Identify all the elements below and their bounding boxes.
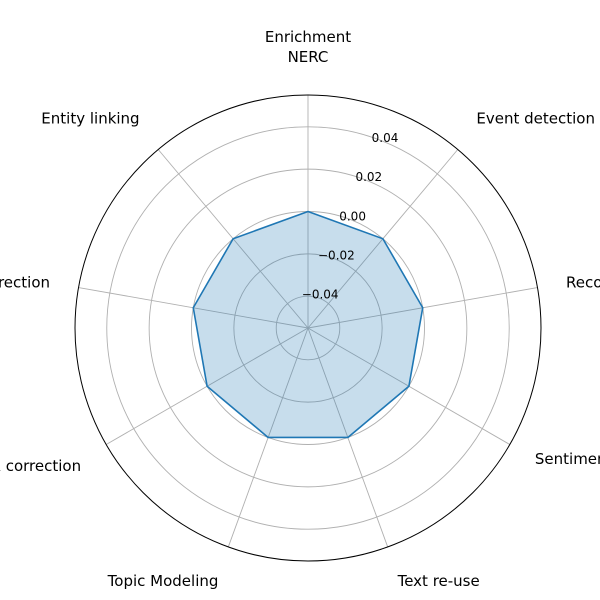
category-label-line: Crowdsourced post-OCR correction xyxy=(0,457,81,475)
radial-tick-label: 0.02 xyxy=(355,170,382,184)
frame-layer xyxy=(74,94,542,562)
category-labels: Enrichment NERC Event detection Recommendat… xyxy=(0,28,600,590)
series-line xyxy=(192,210,424,439)
category-label-line: Sentiment Analysis xyxy=(535,450,600,468)
category-label: Text re-use xyxy=(397,572,480,590)
category-label: Sentiment Analysis xyxy=(535,450,600,468)
category-label-line: NERC xyxy=(288,48,329,66)
radial-tick-label: −0.02 xyxy=(318,249,355,263)
category-label-line: Automatic post-OCR correction xyxy=(0,274,50,292)
category-label-line: Event detection xyxy=(476,109,595,127)
category-label: Topic Modeling xyxy=(107,572,219,590)
category-label-line: Text re-use xyxy=(397,572,480,590)
series-area xyxy=(193,211,423,438)
category-label: Enrichment NERC xyxy=(265,28,351,66)
category-label: Entity linking xyxy=(41,109,139,127)
radial-tick-labels: −0.04 −0.02 0.00 0.02 0.04 xyxy=(302,131,399,302)
radial-tick-label: −0.04 xyxy=(302,288,339,302)
category-label: Event detection xyxy=(476,109,595,127)
category-label: Recommendation xyxy=(566,274,600,292)
radial-tick-label: 0.04 xyxy=(372,131,399,145)
category-label-line: Enrichment xyxy=(265,28,351,46)
series-layer xyxy=(192,210,424,439)
category-label: Automatic post-OCR correction xyxy=(0,274,50,292)
category-label-line: Entity linking xyxy=(41,109,139,127)
radial-tick-label: 0.00 xyxy=(339,209,366,223)
category-label-line: Recommendation xyxy=(566,274,600,292)
category-label: Crowdsourced post-OCR correction xyxy=(0,457,81,475)
category-label-line: Topic Modeling xyxy=(107,572,219,590)
polar-frame xyxy=(74,94,542,562)
